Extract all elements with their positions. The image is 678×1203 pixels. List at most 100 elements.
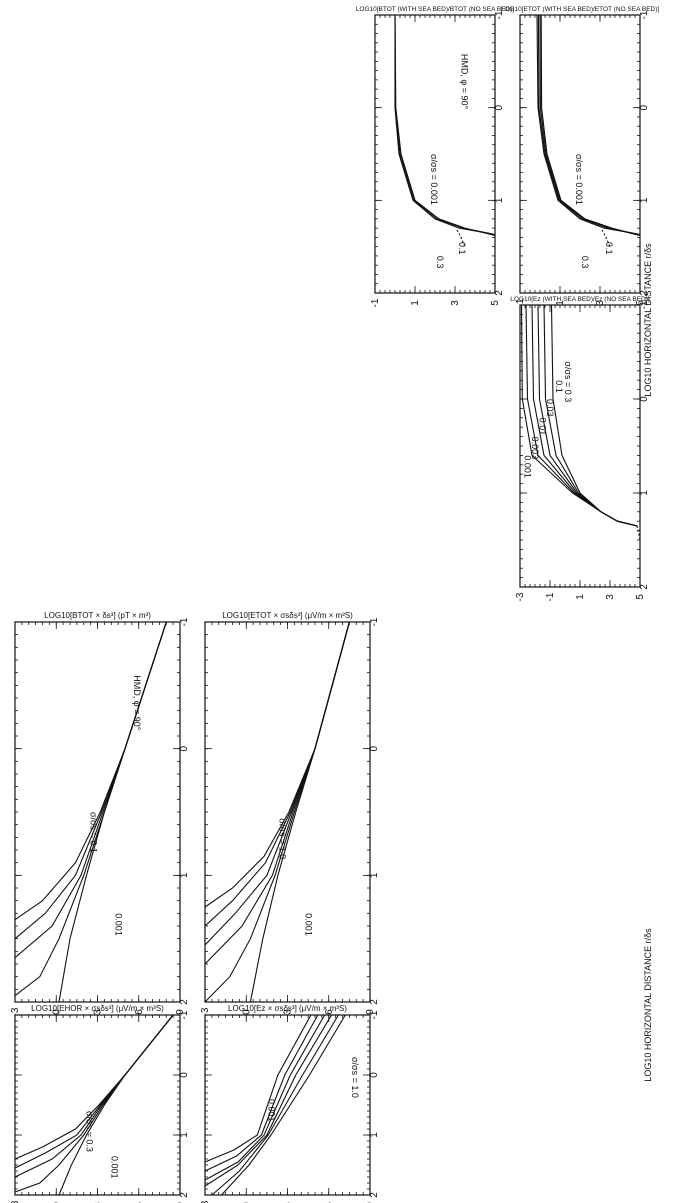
curve-label: 0.001	[523, 455, 533, 478]
y-tick-label: -1	[370, 298, 381, 307]
series-line-3	[204, 621, 350, 965]
y-tick-label: 0	[241, 1202, 252, 1203]
x-tick-label: 1	[639, 197, 650, 203]
y-tick-label: 9	[365, 1009, 376, 1015]
curve-label: σ/σs = 0.1	[89, 812, 99, 853]
shared-x-axis-label-main: LOG10 HORIZONTAL DISTANCE r/δs	[643, 928, 653, 1082]
x-tick-label: 1	[369, 1132, 380, 1138]
curve-label: 0.3	[580, 256, 590, 269]
series-line-2	[14, 621, 167, 997]
chart-panel-4: -1 0 1 2 -3 0 3 6 9 LOG10[Ez × σsδs³] (μV/m × m³S…	[200, 1004, 380, 1203]
y-axis-label: LOG10[EHOR × σsδs³] (μV/m × m³S)	[31, 1004, 164, 1013]
curve-label: 0.1	[457, 242, 467, 255]
series-line-3	[394, 14, 496, 237]
y-tick-label: 6	[324, 1009, 335, 1015]
series-line-2	[211, 1014, 339, 1196]
y-tick-label: 5	[490, 300, 501, 306]
series-line-3	[204, 1014, 332, 1187]
series-line-4	[456, 229, 466, 247]
panel-annotation: HMD, φ = 90°	[459, 54, 469, 110]
y-axis-label: LOG10[BTOT (WITH SEA BED)/BTOT (NO SEA B…	[356, 6, 515, 13]
y-tick-label: -1	[545, 592, 556, 601]
series-line-2	[543, 304, 638, 527]
series-line-5	[601, 229, 611, 247]
curve-label: 0.001	[109, 1156, 119, 1179]
chart-panel-5: -1 0 1 2 -1 1 3 5 LOG10[BTOT (WITH SEA BED)/BTOT…	[356, 6, 515, 307]
y-tick-label: 1	[410, 300, 421, 306]
x-tick-label: 1	[494, 197, 505, 203]
x-tick-label: 1	[179, 1132, 190, 1138]
x-tick-label: 0	[494, 104, 505, 110]
y-tick-label: -1	[515, 298, 526, 307]
y-tick-label: 3	[93, 1009, 104, 1015]
plot-frame	[14, 1014, 181, 1196]
x-tick-label: 0	[179, 1072, 190, 1078]
series-line-3	[14, 1014, 174, 1178]
y-tick-label: 1	[555, 300, 566, 306]
chart-panel-6: -1 0 1 2 -1 1 3 5 LOG10[ETOT (WITH SEA BED)/ETOT…	[501, 6, 660, 307]
series-line-6	[520, 304, 638, 527]
series-line-1	[550, 304, 638, 527]
x-tick-label: -1	[369, 617, 380, 626]
y-axis-label: LOG10[BTOT × δs³] (pT × m³)	[44, 611, 151, 620]
y-tick-label: 3	[283, 1202, 294, 1203]
series-line-4	[14, 621, 167, 940]
x-tick-label: -1	[639, 300, 650, 309]
x-tick-label: 1	[639, 490, 650, 496]
plot-frame	[204, 621, 371, 1003]
y-tick-label: -3	[10, 1200, 21, 1203]
y-tick-label: 5	[635, 300, 646, 306]
series-line-5	[14, 1014, 174, 1160]
y-axis-label: LOG10[Ez (WITH SEA BED)/Ez (NO SEA BED)]	[510, 296, 650, 303]
series-line-2	[537, 14, 641, 236]
curve-label: 0.3	[435, 256, 445, 269]
series-line-6	[204, 621, 350, 908]
y-tick-label: 3	[595, 300, 606, 306]
series-line-5	[14, 621, 167, 921]
series-line-4	[540, 14, 641, 237]
plot-frame	[204, 1014, 371, 1196]
series-line-6	[204, 1014, 312, 1163]
x-tick-label: 0	[639, 104, 650, 110]
x-tick-label: 0	[179, 745, 190, 751]
y-tick-label: 3	[93, 1202, 104, 1203]
y-tick-label: 1	[575, 594, 586, 600]
y-axis-label: LOG10[ETOT × σsδs³] (μV/m × m³S)	[222, 611, 353, 620]
y-tick-label: 9	[175, 1202, 186, 1203]
x-tick-label: 2	[179, 1192, 190, 1198]
x-tick-label: -1	[494, 10, 505, 19]
series-line-4	[204, 621, 350, 946]
chart-panel-1: -1 0 1 2 -3 0 3 6 9 LOG10[BTOT × δs³] (pT × m³) HM…	[10, 611, 190, 1016]
y-tick-label: 3	[605, 594, 616, 600]
x-tick-label: 0	[369, 1072, 380, 1078]
curve-label: σ/σs = 0.001	[429, 154, 439, 205]
curve-label: 0.001	[266, 1099, 276, 1122]
x-tick-label: 2	[369, 1192, 380, 1198]
chart-panel-3: -1 0 1 2 -3 0 3 6 9 LOG10[EHOR × σsδs³] (μV/m × m…	[10, 1004, 190, 1203]
y-tick-label: -3	[10, 1007, 21, 1016]
shared-x-axis-label-ratio: LOG10 HORIZONTAL DISTANCE r/δs	[643, 243, 653, 397]
series-line-2	[394, 14, 496, 236]
y-tick-label: -3	[200, 1007, 211, 1016]
series-line-5	[204, 1014, 319, 1172]
curve-label: 0.1	[604, 242, 614, 255]
x-tick-label: 2	[494, 290, 505, 296]
x-tick-label: 0	[639, 396, 650, 402]
x-tick-label: 0	[369, 745, 380, 751]
series-line-1	[221, 1014, 346, 1196]
y-tick-label: 5	[635, 594, 646, 600]
y-tick-label: 6	[134, 1202, 145, 1203]
x-tick-label: 2	[369, 999, 380, 1005]
y-tick-label: 3	[450, 300, 461, 306]
curve-label: 0.03	[545, 399, 555, 417]
y-tick-label: 0	[51, 1202, 62, 1203]
curve-label: σ/σs = 1.0	[350, 1057, 360, 1098]
x-tick-label: -1	[179, 617, 190, 626]
x-tick-label: 1	[369, 872, 380, 878]
curve-label: σ/σs = 0.001	[574, 154, 584, 205]
curve-label: 0.01	[538, 418, 548, 436]
y-tick-label: -3	[515, 592, 526, 601]
series-line-1	[536, 14, 637, 235]
